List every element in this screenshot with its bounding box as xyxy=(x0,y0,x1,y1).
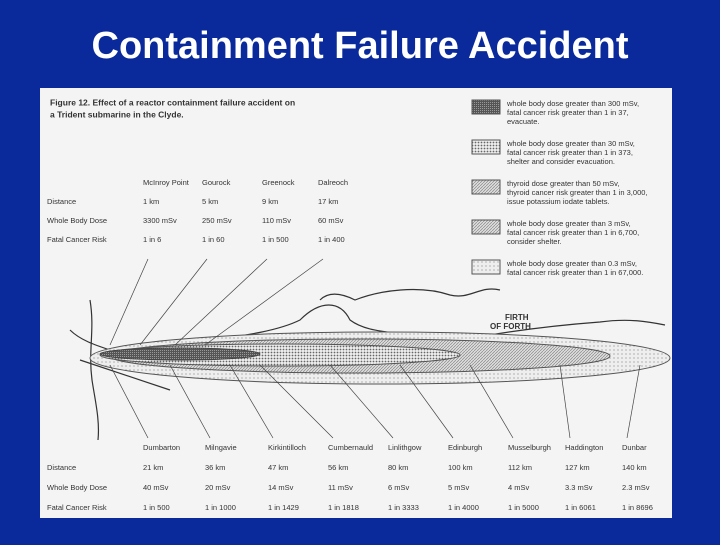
cell: 11 mSv xyxy=(328,483,353,492)
legend-text: whole body dose greater than 30 mSv, xyxy=(506,139,635,148)
leader-line xyxy=(204,258,324,346)
cell: 112 km xyxy=(508,463,532,472)
leader-line xyxy=(139,258,208,346)
cell: 9 km xyxy=(262,197,278,206)
legend-text: shelter and consider evacuation. xyxy=(507,157,615,166)
leader-line xyxy=(229,364,274,439)
row-label: Distance xyxy=(47,463,76,472)
town: Haddington xyxy=(565,443,603,452)
cell: 140 km xyxy=(622,463,647,472)
town: Linlithgow xyxy=(388,443,422,452)
leader-line xyxy=(259,364,334,439)
legend-text: whole body dose greater than 300 mSv, xyxy=(506,99,639,108)
cell: 110 mSv xyxy=(262,216,291,225)
cell: 1 km xyxy=(143,197,159,206)
legend-text: whole body dose greater than 3 mSv, xyxy=(506,219,631,228)
cell: 1 in 400 xyxy=(318,235,345,244)
cell: 3300 mSv xyxy=(143,216,177,225)
cell: 1 in 6 xyxy=(143,235,161,244)
cell: 6 mSv xyxy=(388,483,410,492)
row-label: Distance xyxy=(47,197,76,206)
cell: 250 mSv xyxy=(202,216,232,225)
cell: 1 in 8696 xyxy=(622,503,653,512)
plume xyxy=(99,347,261,361)
leader-line xyxy=(559,364,571,439)
legend-text: fatal cancer risk greater than 1 in 6,70… xyxy=(507,228,639,237)
cell: 20 mSv xyxy=(205,483,231,492)
legend-swatch xyxy=(471,219,501,235)
slide-title: Containment Failure Accident xyxy=(92,25,629,67)
row-label: Whole Body Dose xyxy=(47,216,107,225)
cell: 5 mSv xyxy=(448,483,470,492)
cell: 1 in 500 xyxy=(262,235,289,244)
row-label: Fatal Cancer Risk xyxy=(47,503,107,512)
map-label: FIRTH xyxy=(505,313,529,322)
town: Edinburgh xyxy=(448,443,482,452)
legend-swatch xyxy=(471,179,501,195)
cell: 17 km xyxy=(318,197,338,206)
legend-text: fatal cancer risk greater than 1 in 67,0… xyxy=(507,268,643,277)
leader-line xyxy=(174,258,268,346)
leader-line xyxy=(169,364,211,439)
legend-text: consider shelter. xyxy=(507,237,562,246)
town: Cumbernauld xyxy=(328,443,373,452)
row-label: Fatal Cancer Risk xyxy=(47,235,107,244)
cell: 40 mSv xyxy=(143,483,169,492)
town: Dunbar xyxy=(622,443,647,452)
map-label: OF FORTH xyxy=(490,322,531,331)
cell: 56 km xyxy=(328,463,348,472)
row-label: Whole Body Dose xyxy=(47,483,107,492)
cell: 1 in 6061 xyxy=(565,503,596,512)
leader-line xyxy=(329,364,394,439)
leader-line xyxy=(626,364,641,439)
cell: 4 mSv xyxy=(508,483,530,492)
cell: 1 in 3333 xyxy=(388,503,419,512)
legend-text: fatal cancer risk greater than 1 in 37, xyxy=(507,108,629,117)
cell: 36 km xyxy=(205,463,225,472)
town: Dumbarton xyxy=(143,443,180,452)
cell: 1 in 1000 xyxy=(205,503,236,512)
leader-line xyxy=(109,258,149,346)
legend-swatch xyxy=(471,139,501,155)
cell: 100 km xyxy=(448,463,473,472)
cell: 21 km xyxy=(143,463,163,472)
cell: 5 km xyxy=(202,197,218,206)
legend-swatch xyxy=(471,99,501,115)
cell: 1 in 1818 xyxy=(328,503,359,512)
leader-line xyxy=(109,364,149,439)
legend-swatch xyxy=(471,259,501,275)
figure-image xyxy=(40,88,672,518)
legend-text: fatal cancer risk greater than 1 in 373, xyxy=(507,148,633,157)
cell: 3.3 mSv xyxy=(565,483,593,492)
town: Gourock xyxy=(202,178,231,187)
cell: 2.3 mSv xyxy=(622,483,650,492)
caption: Figure 12. Effect of a reactor containme… xyxy=(50,97,295,107)
town: Milngavie xyxy=(205,443,237,452)
cell: 1 in 500 xyxy=(143,503,170,512)
legend-text: evacuate. xyxy=(507,117,540,126)
cell: 47 km xyxy=(268,463,288,472)
legend-text: thyroid cancer risk greater than 1 in 3,… xyxy=(507,188,648,197)
cell: 1 in 5000 xyxy=(508,503,539,512)
town: Kirkintilloch xyxy=(268,443,306,452)
cell: 127 km xyxy=(565,463,590,472)
cell: 60 mSv xyxy=(318,216,344,225)
town: Dalreoch xyxy=(318,178,348,187)
leader-line xyxy=(399,364,454,439)
legend-text: whole body dose greater than 0.3 mSv, xyxy=(506,259,637,268)
cell: 1 in 60 xyxy=(202,235,225,244)
cell: 80 km xyxy=(388,463,408,472)
town: Musselburgh xyxy=(508,443,551,452)
cell: 14 mSv xyxy=(268,483,294,492)
caption: a Trident submarine in the Clyde. xyxy=(50,109,184,119)
legend-text: thyroid dose greater than 50 mSv, xyxy=(507,179,619,188)
town: Greenock xyxy=(262,178,295,187)
legend-text: issue potassium iodate tablets. xyxy=(507,197,610,206)
leader-line xyxy=(469,364,514,439)
town: McInroy Point xyxy=(143,178,190,187)
cell: 1 in 4000 xyxy=(448,503,479,512)
cell: 1 in 1429 xyxy=(268,503,299,512)
